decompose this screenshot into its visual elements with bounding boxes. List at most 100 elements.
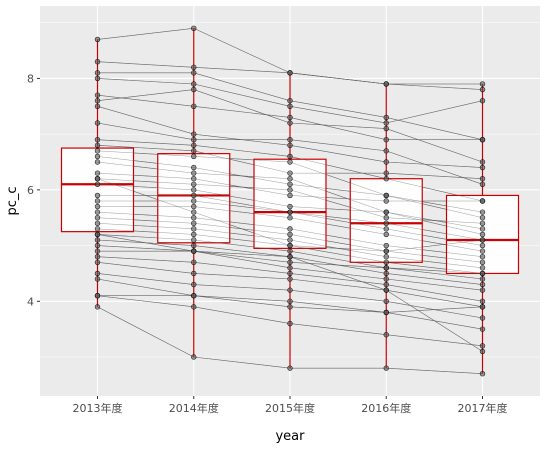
data-point: [479, 242, 486, 249]
data-point: [94, 75, 101, 82]
data-point: [287, 259, 293, 265]
data-point: [383, 159, 389, 165]
data-point: [287, 142, 293, 148]
data-point: [191, 86, 197, 93]
data-point: [191, 70, 197, 76]
data-point: [383, 270, 389, 277]
data-point: [383, 215, 389, 221]
x-tick-label: 2014年度: [169, 401, 219, 415]
data-point: [383, 276, 389, 282]
data-point: [287, 265, 293, 271]
data-point: [287, 231, 293, 238]
data-point: [479, 220, 486, 226]
data-point: [94, 215, 101, 221]
data-point: [287, 242, 293, 249]
data-point: [383, 81, 389, 87]
data-point: [479, 176, 486, 182]
y-tick-label: 8: [27, 72, 34, 85]
data-point: [94, 181, 101, 187]
x-tick-label: 2017年度: [458, 401, 508, 415]
data-point: [383, 120, 389, 126]
data-point: [479, 181, 486, 187]
data-point: [479, 248, 486, 254]
data-point: [94, 226, 101, 232]
x-axis-title: year: [275, 429, 305, 444]
data-point: [383, 220, 389, 226]
data-point: [191, 25, 197, 31]
data-point: [94, 198, 101, 204]
data-point: [383, 231, 389, 238]
data-point: [191, 237, 197, 243]
data-point: [383, 125, 389, 132]
data-point: [191, 103, 197, 109]
data-point: [94, 254, 101, 260]
data-point: [287, 254, 293, 260]
data-point: [191, 242, 197, 249]
data-point: [383, 198, 389, 204]
data-point: [191, 181, 197, 187]
data-point: [94, 92, 101, 98]
data-point: [94, 59, 101, 65]
data-point: [94, 270, 101, 277]
data-point: [479, 231, 486, 238]
x-tick-label: 2016年度: [361, 401, 411, 415]
data-point: [191, 231, 197, 238]
data-point: [94, 170, 101, 176]
data-point: [94, 231, 101, 238]
data-point: [287, 120, 293, 126]
data-point: [287, 114, 293, 121]
data-point: [479, 159, 486, 165]
data-point: [383, 365, 389, 371]
data-point: [191, 176, 197, 182]
data-point: [287, 176, 293, 182]
data-point: [287, 276, 293, 282]
data-point: [479, 86, 486, 93]
data-point: [191, 64, 197, 70]
data-point: [287, 215, 293, 221]
data-point: [94, 153, 101, 160]
data-point: [479, 254, 486, 260]
data-point: [479, 215, 486, 221]
data-point: [287, 103, 293, 109]
data-point: [383, 192, 389, 199]
data-point: [191, 137, 197, 143]
data-point: [191, 215, 197, 221]
data-point: [191, 203, 197, 210]
data-point: [191, 131, 197, 137]
data-point: [287, 270, 293, 277]
data-point: [94, 276, 101, 282]
data-point: [479, 315, 486, 321]
data-point: [479, 98, 486, 104]
data-point: [479, 326, 486, 332]
data-point: [191, 164, 197, 171]
data-point: [191, 354, 197, 360]
data-point: [191, 187, 197, 193]
data-point: [191, 226, 197, 232]
data-point: [287, 159, 293, 165]
data-point: [287, 365, 293, 371]
data-point: [94, 36, 101, 43]
data-point: [479, 81, 486, 87]
data-point: [383, 242, 389, 249]
data-point: [287, 98, 293, 104]
data-point: [191, 142, 197, 148]
data-point: [191, 248, 197, 254]
data-point: [94, 103, 101, 109]
data-point: [191, 281, 197, 288]
data-point: [191, 81, 197, 87]
data-point: [191, 270, 197, 277]
data-point: [479, 198, 486, 204]
data-point: [479, 287, 486, 293]
data-point: [94, 259, 101, 265]
data-point: [94, 120, 101, 126]
x-tick-label: 2015年度: [265, 401, 315, 415]
data-point: [94, 137, 101, 143]
data-point: [287, 209, 293, 215]
data-point: [479, 304, 486, 310]
data-point: [479, 259, 486, 265]
data-point: [383, 226, 389, 232]
y-tick-label: 6: [27, 184, 34, 197]
data-point: [94, 209, 101, 215]
data-point: [191, 192, 197, 199]
data-point: [383, 281, 389, 288]
